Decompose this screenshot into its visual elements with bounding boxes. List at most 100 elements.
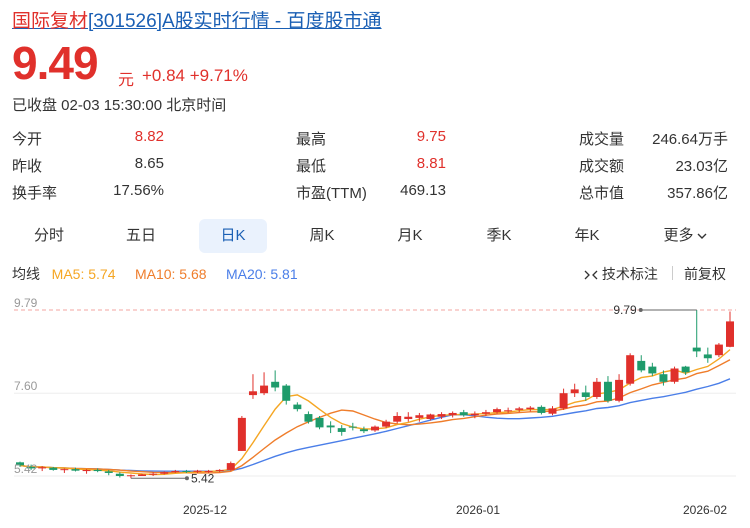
change-percent: +9.71% (189, 66, 248, 85)
x-tick-label: 2025-12 (183, 503, 227, 517)
candle-body (559, 393, 568, 409)
annotation-icon (584, 270, 598, 280)
kline-chart[interactable]: 9.79 7.60 5.42 2025-12 2026-01 2026-02 9.79 5.4… (0, 290, 750, 528)
candle-body (470, 413, 479, 416)
candle-body (448, 412, 457, 416)
ma5-line (19, 349, 731, 476)
candle-body (637, 360, 646, 371)
turnover-label: 换手率 (12, 185, 58, 202)
candle-body (371, 426, 379, 431)
candle-body (16, 462, 24, 466)
ma20-line (19, 378, 731, 472)
tab-quarterly-k[interactable]: 季K (486, 227, 512, 244)
tab-five-day[interactable]: 五日 (125, 227, 156, 244)
candle-body (226, 463, 235, 470)
candle-body (215, 469, 224, 471)
candle-body (537, 406, 546, 413)
y-tick-label: 9.79 (14, 296, 38, 310)
divider (672, 266, 673, 280)
candle-body (481, 412, 490, 414)
open-label: 今开 (12, 131, 43, 148)
low-value: 8.81 (416, 155, 446, 172)
tab-more[interactable]: 更多 (650, 219, 720, 253)
tab-yearly-k[interactable]: 年K (574, 227, 600, 244)
candle-body (504, 410, 513, 412)
candle-body (326, 425, 335, 428)
candle-body (27, 466, 36, 469)
candle-body (515, 408, 524, 410)
x-tick-label: 2026-01 (456, 503, 500, 517)
candle-body (38, 467, 47, 469)
chevron-down-icon (697, 233, 706, 240)
ma-label: 均线 (12, 266, 40, 282)
candle-body (149, 473, 158, 475)
candle-body (426, 414, 435, 420)
open-value: 8.82 (134, 128, 164, 145)
change-amount: +0.84 (142, 66, 186, 85)
ma5-value: MA5: 5.74 (51, 266, 116, 282)
candle-body (126, 475, 135, 477)
page-title[interactable]: 国际复材[301526]A股实时行情 - 百度股市通 (12, 6, 382, 33)
ma20-value: MA20: 5.81 (226, 266, 298, 282)
candle-body (415, 415, 424, 418)
candle-body (382, 421, 391, 427)
tab-weekly-k[interactable]: 周K (309, 227, 335, 244)
candle-body (104, 471, 113, 473)
x-tick-label: 2026-02 (683, 503, 727, 517)
candle-body (93, 469, 102, 472)
ma-legend: 均线 MA5: 5.74 MA10: 5.68 MA20: 5.81 (12, 264, 298, 284)
candle-body (592, 381, 601, 397)
candle-body (282, 385, 291, 401)
candle-body (493, 409, 502, 413)
ma-lines (19, 349, 731, 476)
candle-body (714, 344, 723, 356)
candle-body (703, 354, 712, 359)
y-tick-label: 7.60 (14, 379, 38, 393)
prev-close-label: 昨收 (12, 158, 43, 175)
candle-body (248, 391, 257, 396)
price-change: +0.84 +9.71% (142, 66, 248, 86)
candle-body (603, 381, 612, 401)
candle-body (271, 381, 280, 388)
candle-body (348, 426, 357, 428)
pe-label: 市盈(TTM) (296, 185, 367, 202)
tech-annotation-toggle[interactable]: 技术标注 (584, 264, 658, 284)
candle-body (171, 471, 180, 473)
min-marker-dot (184, 476, 189, 481)
candle-body (337, 428, 346, 432)
adjust-toggle[interactable]: 前复权 (684, 266, 726, 282)
mktcap-label: 总市值 (579, 185, 625, 202)
period-tabs: 分时 五日 日K 周K 月K 季K 年K 更多 (0, 219, 750, 253)
candle-body (626, 355, 635, 384)
candle-body (293, 404, 302, 410)
ma10-value: MA10: 5.68 (134, 266, 207, 282)
candle-body (138, 474, 147, 476)
amount-label: 成交额 (579, 158, 625, 175)
tech-annotation-label: 技术标注 (601, 266, 658, 282)
candle-body (49, 467, 58, 470)
candle-body (692, 347, 701, 352)
prev-close-value: 8.65 (134, 155, 164, 172)
high-value: 9.75 (416, 128, 446, 145)
candle-body (659, 374, 668, 382)
mktcap-value: 357.86亿 (667, 185, 728, 202)
candle-body (581, 392, 590, 397)
candle-body (315, 417, 324, 428)
stock-name: 国际复材 (12, 11, 89, 32)
max-marker-label: 9.79 (613, 303, 637, 317)
tab-monthly-k[interactable]: 月K (397, 227, 423, 244)
candles (16, 310, 734, 479)
tab-intraday[interactable]: 分时 (33, 227, 64, 244)
price-unit: 元 (118, 72, 135, 89)
chart-labels: 9.79 7.60 5.42 2025-12 2026-01 2026-02 9.79 5.4… (14, 296, 727, 517)
candle-body (193, 470, 202, 472)
candle-body (182, 471, 191, 473)
candle-body (71, 469, 80, 471)
candle-body (526, 407, 535, 410)
turnover-value: 17.56% (113, 182, 164, 199)
tab-daily-k[interactable]: 日K (199, 219, 267, 253)
stock-title-rest: [301526]A股实时行情 - 百度股市通 (88, 11, 382, 32)
candle-body (648, 366, 657, 374)
candle-body (726, 321, 734, 347)
candle-body (393, 415, 402, 422)
